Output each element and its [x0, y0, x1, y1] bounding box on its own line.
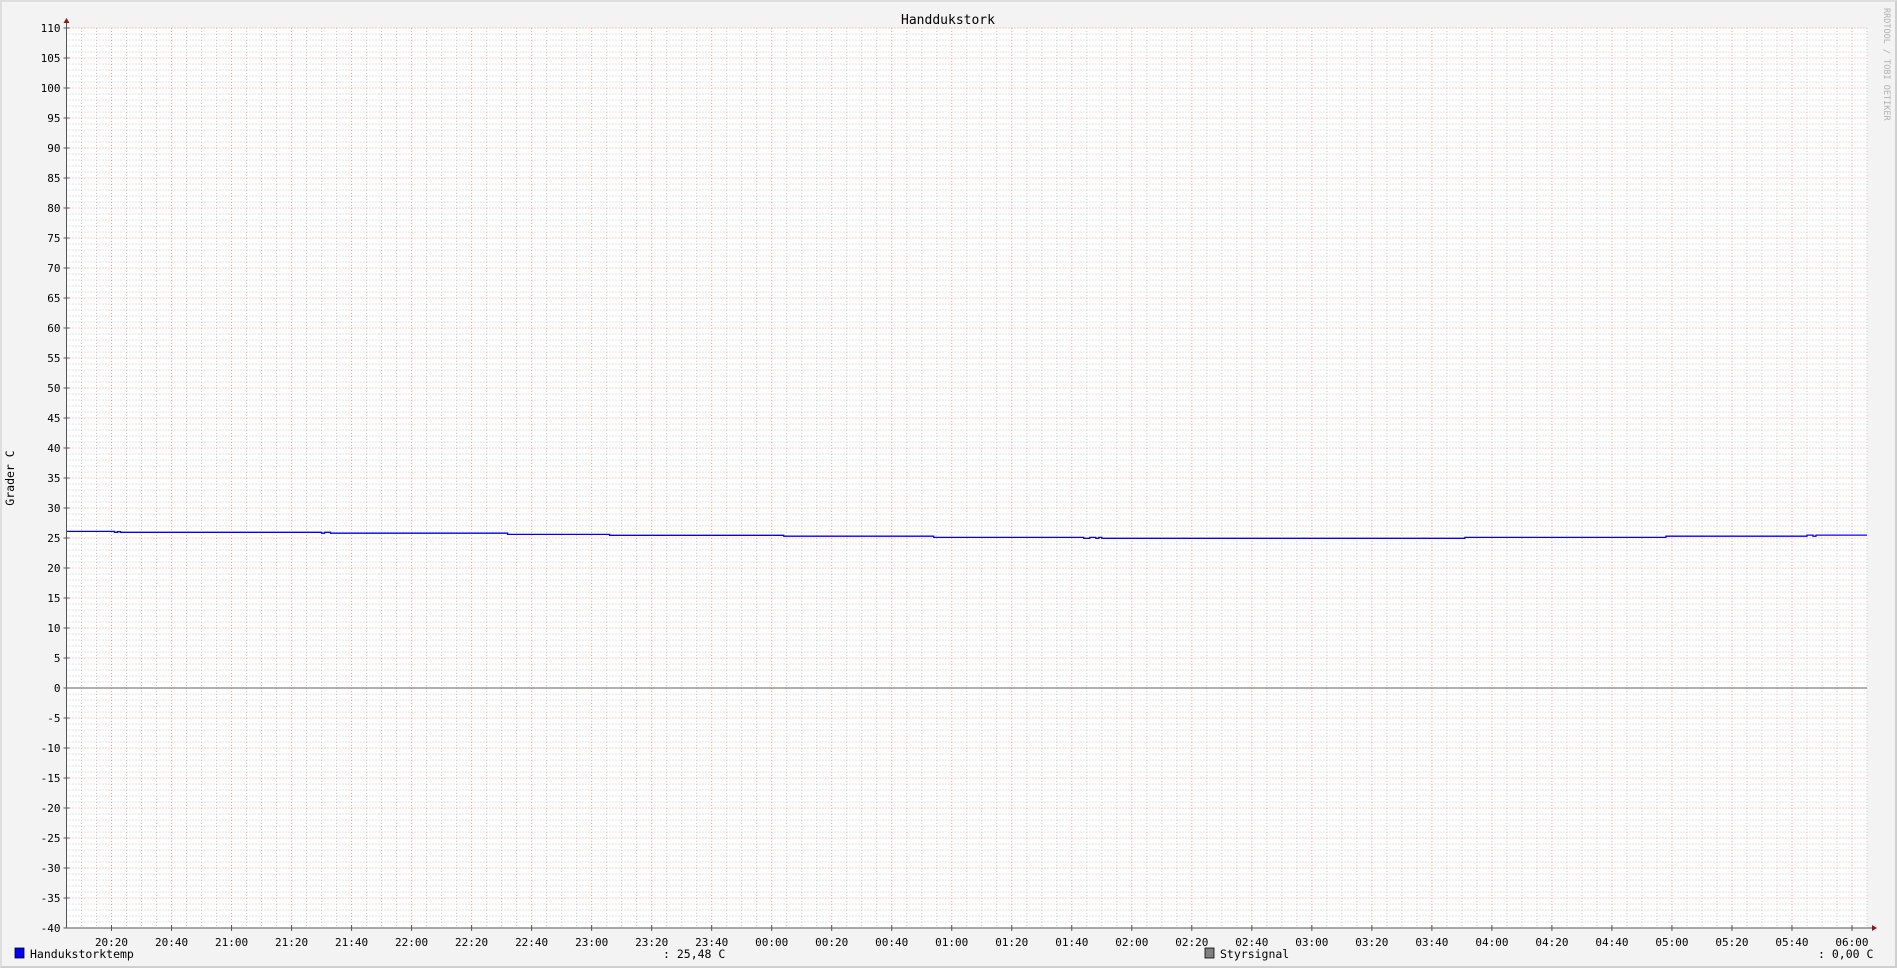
- y-tick-label: -25: [41, 832, 61, 845]
- x-tick-label: 03:00: [1295, 936, 1328, 949]
- y-tick-label: 110: [41, 22, 61, 35]
- legend-swatch-styrsignal: [1204, 947, 1215, 959]
- x-tick-label: 00:40: [875, 936, 908, 949]
- x-tick-label: 01:20: [995, 936, 1028, 949]
- y-axis-arrow-icon: [63, 18, 70, 23]
- y-tick-label: 10: [47, 622, 60, 635]
- legend-label-handukstorktemp: Handukstorktemp: [30, 947, 134, 961]
- x-tick-label: 04:40: [1595, 936, 1628, 949]
- x-tick-label: 05:40: [1775, 936, 1808, 949]
- y-tick-label: -10: [41, 742, 61, 755]
- x-tick-label: 00:20: [815, 936, 848, 949]
- y-tick-label: 45: [47, 412, 60, 425]
- y-tick-label: 30: [47, 502, 60, 515]
- legend-label-styrsignal: Styrsignal: [1220, 947, 1289, 961]
- y-tick-label: -30: [41, 862, 61, 875]
- y-tick-label: -5: [47, 712, 60, 725]
- x-tick-label: 05:00: [1655, 936, 1688, 949]
- x-tick-label: 01:40: [1055, 936, 1088, 949]
- y-tick-label: 15: [47, 592, 60, 605]
- x-tick-label: 04:20: [1535, 936, 1568, 949]
- y-tick-label: 90: [47, 142, 60, 155]
- legend-swatch-handukstorktemp: [14, 947, 25, 959]
- y-tick-label: 95: [47, 112, 60, 125]
- x-tick-label: 02:40: [1235, 936, 1268, 949]
- x-tick-label: 02:20: [1175, 936, 1208, 949]
- x-axis-arrow-icon: [1872, 925, 1877, 931]
- x-tick-label: 23:20: [635, 936, 668, 949]
- y-tick-label: -35: [41, 892, 61, 905]
- y-tick-label: -40: [41, 922, 61, 935]
- y-tick-label: -20: [41, 802, 61, 815]
- y-axis-label: Grader C: [3, 450, 17, 505]
- x-tick-label: 05:20: [1715, 936, 1748, 949]
- x-tick-label: 20:20: [95, 936, 128, 949]
- watermark: RRDTOOL / TOBI OETIKER: [1881, 8, 1891, 121]
- y-tick-label: 85: [47, 172, 60, 185]
- x-tick-label: 23:40: [695, 936, 728, 949]
- y-tick-label: 20: [47, 562, 60, 575]
- y-tick-label: 75: [47, 232, 60, 245]
- chart-title: Handdukstork: [901, 13, 995, 28]
- x-tick-label: 02:00: [1115, 936, 1148, 949]
- y-tick-label: -15: [41, 772, 61, 785]
- legend-value-handukstorktemp: : 25,48 C: [663, 947, 725, 961]
- x-tick-label: 00:00: [755, 936, 788, 949]
- x-tick-label: 21:20: [275, 936, 308, 949]
- y-tick-label: 70: [47, 262, 60, 275]
- y-tick-label: 105: [41, 52, 61, 65]
- y-tick-label: 60: [47, 322, 60, 335]
- x-tick-label: 22:00: [395, 936, 428, 949]
- y-tick-label: 0: [54, 682, 61, 695]
- x-tick-label: 23:00: [575, 936, 608, 949]
- x-tick-label: 03:40: [1415, 936, 1448, 949]
- x-tick-label: 03:20: [1355, 936, 1388, 949]
- x-tick-label: 06:00: [1835, 936, 1868, 949]
- y-tick-label: 80: [47, 202, 60, 215]
- y-tick-label: 100: [41, 82, 61, 95]
- y-tick-label: 5: [54, 652, 61, 665]
- x-tick-label: 22:40: [515, 936, 548, 949]
- x-tick-label: 21:40: [335, 936, 368, 949]
- y-tick-label: 25: [47, 532, 60, 545]
- y-tick-label: 65: [47, 292, 60, 305]
- y-tick-label: 40: [47, 442, 60, 455]
- x-tick-label: 22:20: [455, 936, 488, 949]
- series-line-handukstorktemp: [66, 530, 1867, 539]
- x-tick-label: 21:00: [215, 936, 248, 949]
- legend-value-styrsignal: : 0,00 C: [1818, 947, 1873, 961]
- y-tick-label: 55: [47, 352, 60, 365]
- x-tick-label: 01:00: [935, 936, 968, 949]
- y-tick-label: 35: [47, 472, 60, 485]
- y-tick-label: 50: [47, 382, 60, 395]
- x-tick-label: 04:00: [1475, 936, 1508, 949]
- x-tick-label: 20:40: [155, 936, 188, 949]
